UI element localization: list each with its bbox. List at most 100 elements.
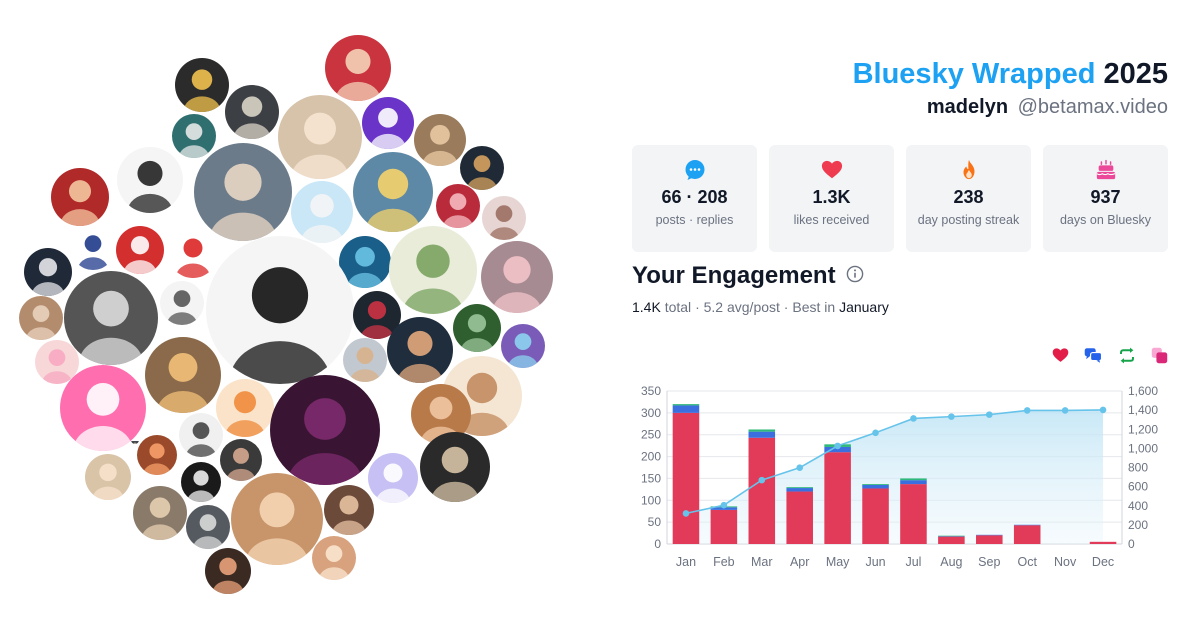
avatar[interactable] — [133, 486, 187, 540]
avatar[interactable] — [216, 379, 274, 437]
x-tick-label: May — [826, 555, 850, 569]
avatar[interactable] — [278, 95, 362, 179]
legend-heart-icon[interactable] — [1052, 347, 1069, 364]
avatar[interactable] — [194, 143, 292, 241]
legend-quote-icon[interactable] — [1151, 347, 1168, 364]
avatar[interactable] — [501, 324, 545, 368]
avatar[interactable] — [353, 291, 401, 339]
y-tick-label: 250 — [641, 428, 661, 442]
year-title: 2025 — [1103, 58, 1168, 90]
avatar[interactable] — [175, 58, 229, 112]
bar-segment — [824, 446, 851, 453]
legend-repost-icon[interactable] — [1118, 347, 1136, 364]
bar-segment — [1013, 525, 1041, 544]
stat-label-streak: day posting streak — [917, 213, 1020, 227]
stat-value-likes: 1.3K — [812, 187, 851, 207]
speech-bubble-icon — [632, 159, 757, 181]
legend-replies-icon[interactable] — [1084, 347, 1103, 364]
brand-title: Bluesky Wrapped — [852, 58, 1096, 90]
avatar[interactable] — [116, 226, 164, 274]
stat-card-days: 937 days on Bluesky — [1043, 145, 1168, 252]
avatar[interactable] — [85, 454, 131, 500]
bar-segment — [938, 536, 965, 537]
stat-card-likes: 1.3K likes received — [769, 145, 894, 252]
avatar[interactable] — [137, 435, 177, 475]
engagement-summary: 1.4K total · 5.2 avg/post · Best in Janu… — [632, 299, 889, 315]
avatar[interactable] — [131, 436, 139, 444]
bar-segment — [976, 535, 1003, 544]
bar-segment — [710, 509, 738, 544]
stat-card-streak: 238 day posting streak — [906, 145, 1031, 252]
avatar[interactable] — [436, 184, 480, 228]
stat-value-posts: 66 · 208 — [661, 187, 728, 207]
bar-segment — [748, 437, 776, 544]
avatar[interactable] — [19, 296, 63, 340]
avatar[interactable] — [205, 548, 251, 594]
x-tick-label: Apr — [790, 555, 809, 569]
avatar[interactable] — [368, 453, 418, 503]
y-tick-label: 100 — [641, 493, 661, 507]
avatar[interactable] — [481, 241, 553, 313]
y2-tick-label: 1,600 — [1128, 384, 1158, 398]
y-tick-label: 350 — [641, 384, 661, 398]
avatar[interactable] — [291, 181, 353, 243]
engagement-best-month: January — [839, 299, 889, 315]
avatar[interactable] — [325, 35, 391, 101]
user-handle: @betamax.video — [1017, 96, 1168, 118]
bar-segment — [786, 488, 813, 492]
avatar[interactable] — [64, 271, 158, 365]
avatar[interactable] — [71, 226, 115, 270]
cumulative-area — [685, 409, 1104, 544]
avatar[interactable] — [117, 147, 183, 213]
avatar[interactable] — [312, 536, 356, 580]
y2-tick-label: 600 — [1128, 480, 1148, 494]
stat-value-streak: 238 — [953, 187, 984, 207]
avatar[interactable] — [453, 304, 501, 352]
avatar[interactable] — [160, 281, 204, 325]
bar-segment — [672, 404, 700, 406]
bar-segment — [900, 480, 927, 485]
x-tick-label: Jan — [676, 555, 696, 569]
y2-tick-label: 1,200 — [1128, 422, 1158, 436]
avatar[interactable] — [270, 375, 380, 485]
avatar[interactable] — [353, 152, 433, 232]
avatar[interactable] — [460, 146, 504, 190]
stat-label-days: days on Bluesky — [1059, 213, 1152, 227]
avatar[interactable] — [231, 473, 323, 565]
bar-segment — [748, 429, 776, 432]
avatar[interactable] — [206, 236, 354, 384]
info-icon[interactable] — [846, 262, 864, 290]
avatar[interactable] — [179, 413, 223, 457]
avatar[interactable] — [168, 228, 218, 278]
avatar[interactable] — [225, 85, 279, 139]
avatar[interactable] — [51, 168, 109, 226]
avatar[interactable] — [145, 337, 221, 413]
engagement-title: Your Engagement — [632, 262, 836, 289]
bar-segment — [900, 478, 927, 481]
avatar[interactable] — [482, 196, 526, 240]
avatar[interactable] — [24, 248, 72, 296]
cumulative-point — [796, 464, 804, 471]
stat-label-posts: posts · replies — [655, 213, 734, 227]
avatar[interactable] — [414, 114, 466, 166]
avatar[interactable] — [186, 505, 230, 549]
avatar[interactable] — [343, 338, 387, 382]
x-tick-label: Oct — [1017, 555, 1037, 569]
display-name: madelyn — [926, 96, 1009, 118]
avatar[interactable] — [324, 485, 374, 535]
avatar[interactable] — [420, 432, 490, 502]
avatar[interactable] — [387, 317, 453, 383]
cumulative-point — [758, 476, 766, 484]
engagement-chart: 0 50 100 150 200 250 300 350 0 200 400 600 800 1,000 1… — [641, 384, 1158, 569]
avatar[interactable] — [389, 226, 477, 314]
avatar[interactable] — [220, 439, 262, 481]
bar-segment — [938, 536, 965, 544]
y-tick-label: 150 — [641, 471, 661, 485]
y-tick-label: 0 — [654, 537, 661, 551]
avatar[interactable] — [60, 365, 146, 451]
avatar[interactable] — [172, 114, 216, 158]
cumulative-point — [985, 411, 993, 418]
y2-tick-label: 0 — [1128, 537, 1135, 551]
avatar[interactable] — [362, 97, 414, 149]
avatar[interactable] — [181, 462, 221, 502]
